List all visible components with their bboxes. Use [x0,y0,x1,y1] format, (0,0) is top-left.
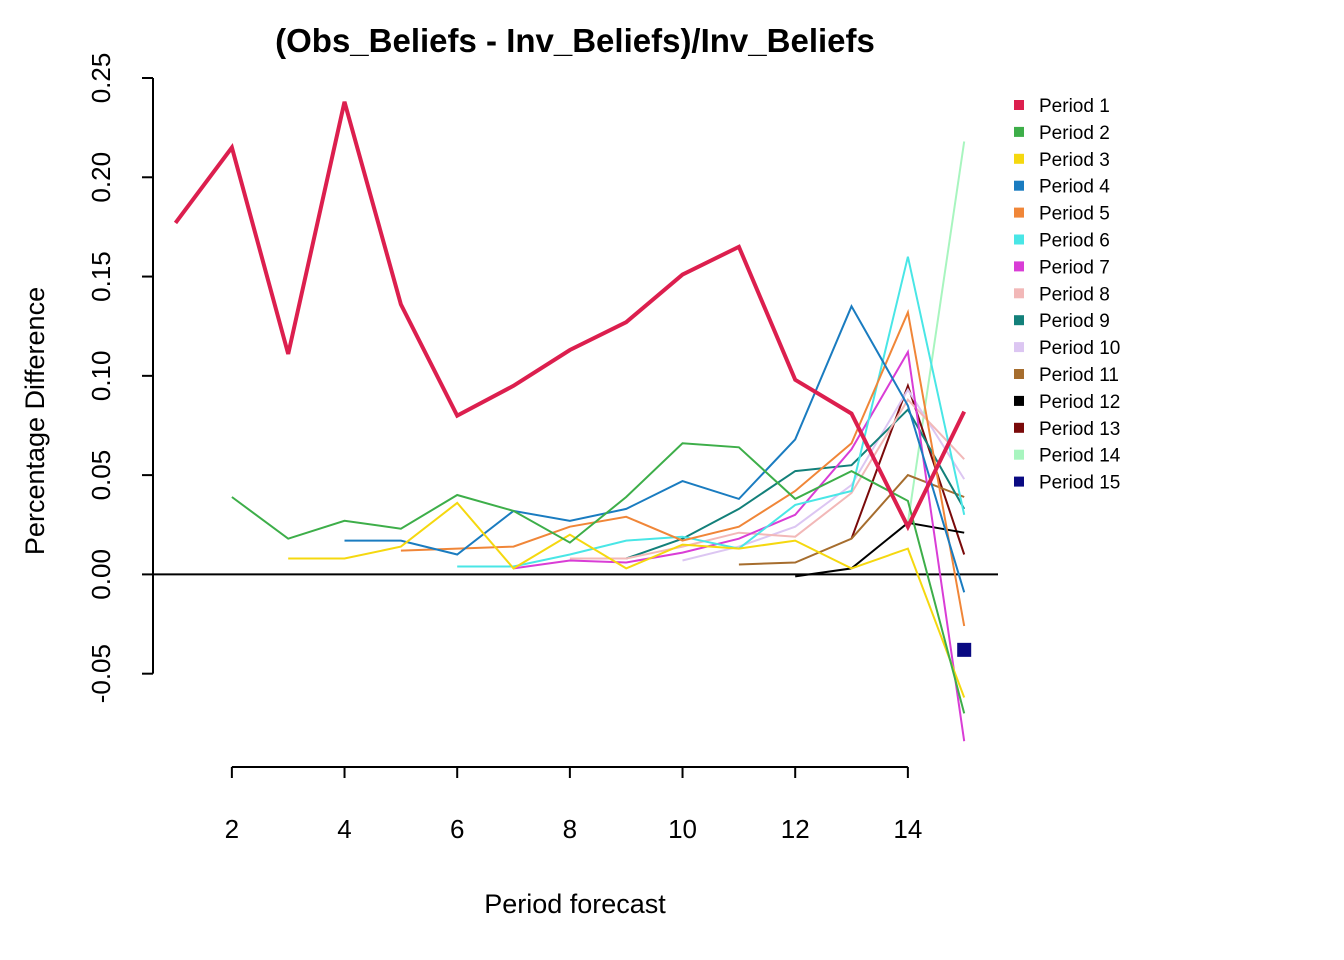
legend-swatch [1014,449,1024,460]
legend-swatch [1014,288,1024,299]
legend-label: Period 8 [1039,284,1110,305]
y-axis-label: Percentage Difference [20,287,50,555]
legend-label: Period 5 [1039,204,1110,225]
x-tick-label: 14 [893,814,922,844]
y-tick-label: 0.15 [86,251,116,302]
series-line-period-7 [513,349,966,742]
legend-label: Period 14 [1039,446,1121,467]
x-tick-label: 2 [225,814,239,844]
legend-swatch [1014,476,1024,487]
legend-swatch [1014,422,1024,433]
legend-label: Period 10 [1039,338,1120,359]
y-tick-label: 0.10 [86,351,116,402]
legend-label: Period 12 [1039,392,1120,413]
legend-label: Period 2 [1039,123,1110,144]
legend-swatch [1014,369,1024,379]
legend-swatch [1014,342,1024,353]
legend-swatch [1014,180,1024,191]
legend-label: Period 4 [1039,177,1110,198]
series-line-period-13 [850,382,966,555]
y-tick-label: 0.25 [86,53,116,104]
legend-label: Period 7 [1039,257,1110,278]
legend-swatch [1014,315,1024,326]
legend-label: Period 13 [1039,419,1120,440]
legend-swatch [1014,100,1024,110]
series-line-period-1 [173,101,966,532]
legend-label: Period 6 [1039,231,1110,252]
x-tick-label: 12 [781,814,810,844]
series-line-period-4 [344,304,966,593]
series-line-period-14 [906,141,966,523]
legend-swatch [1014,207,1024,218]
legend-swatch [1014,395,1024,406]
x-tick-label: 4 [337,814,351,844]
series-line-period-2 [231,442,966,714]
legend-label: Period 3 [1039,150,1110,171]
x-tick-label: 8 [563,814,577,844]
x-tick-label: 6 [450,814,464,844]
series-line-period-3 [288,501,966,698]
legend-label: Period 1 [1039,96,1110,117]
legend-swatch [1014,234,1024,245]
series-line-period-8 [569,398,965,560]
legend: Period 1 Period 2 Period 3 Period 4 Period 5… [1014,96,1121,494]
y-tick-label: 0.00 [86,549,116,600]
y-tick-label: 0.05 [86,450,116,501]
x-tick-label: 10 [668,814,697,844]
x-axis-label: Period forecast [484,889,666,919]
y-tick-label: 0.20 [86,152,116,203]
legend-label: Period 9 [1039,311,1110,332]
legend-label: Period 11 [1039,365,1119,386]
legend-swatch [1014,261,1024,272]
legend-label: Period 15 [1039,473,1120,494]
series-line-period-9 [625,407,966,560]
legend-swatch [1014,153,1024,164]
legend-swatch [1014,126,1024,137]
series-point-period-15 [957,642,972,657]
x-axis: 2 4 6 8 10 12 14 [225,766,922,844]
plot-area [153,101,998,742]
series-line-period-12 [795,521,965,578]
chart-title: (Obs_Beliefs - Inv_Beliefs)/Inv_Beliefs [275,22,875,59]
y-tick-label: -0.05 [86,644,116,703]
series-line-period-6 [457,256,966,568]
y-axis: -0.05 0.00 0.05 0.10 0.15 0.20 0.25 [86,53,154,703]
